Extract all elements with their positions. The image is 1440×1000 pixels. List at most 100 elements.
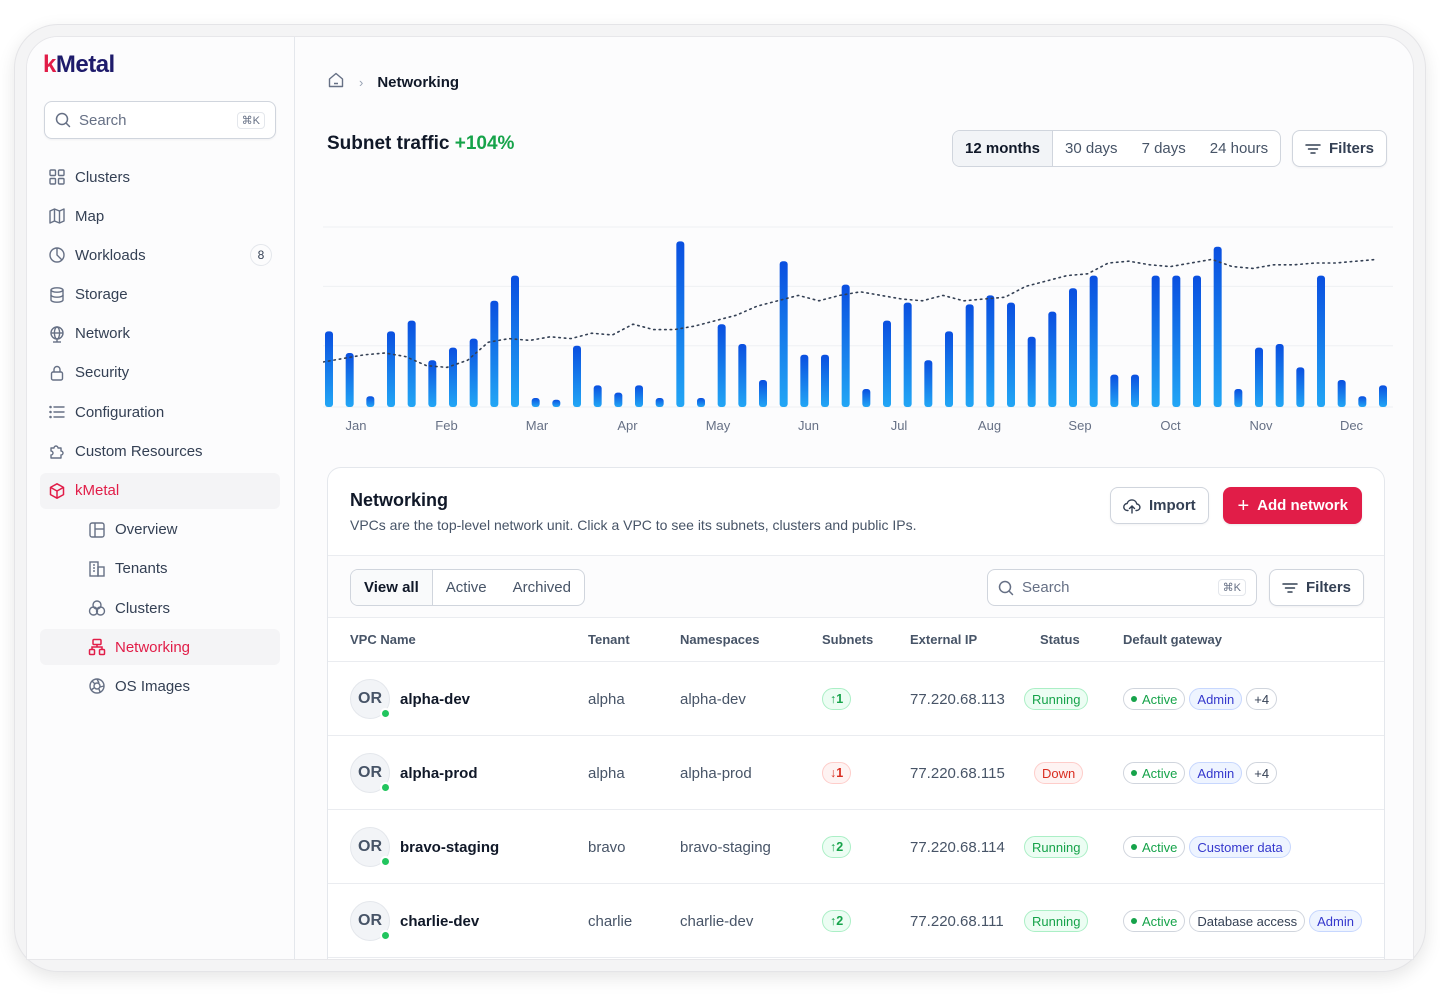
chart-bar[interactable]	[717, 324, 726, 407]
table-row[interactable]: OR bravo-staging bravo bravo-staging ↑ 2 77.22…	[328, 810, 1384, 884]
sidebar-item-configuration[interactable]: Configuration	[40, 394, 280, 430]
vpc-name[interactable]: bravo-staging	[400, 838, 500, 856]
chart-bar[interactable]	[1151, 275, 1160, 407]
chart-bar[interactable]	[1069, 288, 1077, 407]
chart-bar[interactable]	[759, 380, 767, 407]
chart-bar[interactable]	[552, 399, 561, 407]
chart-bar[interactable]	[1007, 302, 1015, 407]
chart-bar[interactable]	[655, 398, 664, 407]
chart-bar[interactable]	[366, 396, 375, 407]
column-header-default-gateway[interactable]: Default gateway	[1123, 632, 1222, 647]
add-network-button[interactable]: + Add network	[1223, 487, 1362, 524]
column-header-tenant[interactable]: Tenant	[588, 632, 630, 647]
chart-bar[interactable]	[697, 398, 705, 407]
chart-bar[interactable]	[862, 389, 871, 407]
chart-bar[interactable]	[614, 392, 623, 407]
chart-bar[interactable]	[635, 385, 643, 407]
home-icon[interactable]	[327, 71, 345, 93]
column-header-namespaces[interactable]: Namespaces	[680, 632, 760, 647]
range-30-days[interactable]: 30 days	[1065, 140, 1118, 157]
tab-active[interactable]: Active	[445, 579, 487, 596]
range-24-hours[interactable]: 24 hours	[1209, 140, 1269, 157]
sidebar-subitem-networking[interactable]: Networking	[40, 629, 280, 666]
sidebar-subitem-clusters[interactable]: Clusters	[40, 590, 280, 626]
chart-bar[interactable]	[1048, 311, 1057, 407]
chart-bar[interactable]	[1337, 380, 1346, 407]
chart-bar[interactable]	[1027, 336, 1036, 407]
chart-bar[interactable]	[428, 360, 437, 407]
sidebar-item-kmetal[interactable]: kMetal	[40, 472, 280, 509]
chart-bar[interactable]	[1172, 275, 1181, 407]
chart-bar[interactable]	[407, 320, 416, 407]
table-row[interactable]: OR alpha-dev alpha alpha-dev ↑ 1 77.220.68.113…	[328, 662, 1384, 736]
chart-bar[interactable]	[1296, 367, 1305, 407]
chart-bar[interactable]	[1234, 389, 1243, 407]
chart-bar[interactable]	[800, 354, 809, 407]
chart-bar[interactable]	[986, 295, 995, 407]
column-header-external-ip[interactable]: External IP	[910, 632, 978, 647]
chart-bar[interactable]	[924, 360, 933, 407]
chart-bar[interactable]	[1379, 385, 1387, 407]
chart-bar[interactable]	[387, 331, 395, 407]
column-header-status[interactable]: Status	[1040, 632, 1080, 647]
chart-bar[interactable]	[325, 331, 333, 407]
chart-bar[interactable]	[738, 344, 747, 407]
sidebar-item-map[interactable]: Map	[40, 198, 280, 234]
chart-bar[interactable]	[449, 347, 457, 407]
chart-bar[interactable]	[945, 331, 953, 407]
sidebar-search-input[interactable]: Search ⌘K	[44, 101, 276, 139]
column-header-vpc-name[interactable]: VPC Name	[350, 632, 416, 647]
chart-bar[interactable]	[1358, 396, 1367, 407]
sidebar-item-security[interactable]: Security	[40, 355, 280, 391]
chart-bar[interactable]	[903, 302, 912, 407]
chart-bar[interactable]	[1275, 344, 1284, 407]
sidebar-subitem-os-images[interactable]: OS Images	[40, 668, 280, 704]
sidebar-item-network[interactable]: Network	[40, 316, 280, 352]
chart-filters-button[interactable]: Filters	[1292, 130, 1388, 167]
column-header-subnets[interactable]: Subnets	[822, 632, 874, 647]
chart-bar[interactable]	[490, 300, 499, 407]
chart-bar[interactable]	[1255, 347, 1263, 407]
tab-archived[interactable]: Archived	[512, 579, 571, 596]
sidebar-subitem-overview[interactable]: Overview	[40, 512, 280, 548]
chart-bar[interactable]	[779, 261, 788, 407]
chart-bar[interactable]	[573, 345, 581, 407]
chart-bar[interactable]	[469, 338, 478, 407]
sidebar-item-custom-resources[interactable]: Custom Resources	[40, 433, 280, 469]
chart-bar[interactable]	[676, 241, 685, 407]
kmetal-logo[interactable]: kMetal	[43, 51, 115, 78]
chart-bar[interactable]	[1317, 275, 1325, 407]
table-header: VPC Name Tenant Namespaces Subnets Exter…	[328, 618, 1384, 662]
chart-bar[interactable]	[345, 353, 354, 407]
gateway-tag: Active	[1123, 688, 1186, 710]
chart-bar[interactable]	[965, 304, 974, 407]
table-filters-button[interactable]: Filters	[1269, 569, 1365, 606]
sidebar-item-storage[interactable]: Storage	[40, 277, 280, 313]
range-12-months[interactable]: 12 months	[953, 131, 1054, 166]
chart-bar[interactable]	[883, 320, 891, 407]
range-7-days[interactable]: 7 days	[1141, 140, 1186, 157]
chart-bar[interactable]	[1193, 275, 1201, 407]
chart-bar[interactable]	[531, 398, 540, 407]
table-row[interactable]: OR charlie-dev charlie charlie-dev ↑ 2 77.220.…	[328, 884, 1384, 958]
sidebar-subitem-tenants[interactable]: Tenants	[40, 551, 280, 587]
chart-bar[interactable]	[1131, 374, 1139, 407]
sidebar-item-clusters[interactable]: Clusters	[40, 159, 280, 195]
sidebar-item-workloads[interactable]: Workloads 8	[40, 237, 280, 273]
chart-bar[interactable]	[1213, 246, 1222, 407]
vpc-name[interactable]: alpha-prod	[400, 764, 478, 782]
time-range-selector: 12 months 30 days 7 days 24 hours	[952, 130, 1282, 167]
chart-bar[interactable]	[1089, 275, 1098, 407]
vpc-name[interactable]: charlie-dev	[400, 912, 480, 930]
vpc-name[interactable]: alpha-dev	[400, 690, 471, 708]
chart-bar[interactable]	[841, 284, 850, 407]
table-search-input[interactable]: Search ⌘K	[987, 569, 1257, 606]
chart-bar[interactable]	[593, 385, 602, 407]
import-button[interactable]: Import	[1110, 487, 1209, 524]
chart-bar[interactable]	[511, 275, 519, 407]
chart-bar[interactable]	[821, 354, 829, 407]
chart-bar[interactable]	[1110, 374, 1119, 407]
table-row[interactable]: OR alpha-prod alpha alpha-prod ↓ 1 77.220.68.1…	[328, 736, 1384, 810]
import-label: Import	[1149, 497, 1196, 514]
tab-view-all[interactable]: View all	[351, 570, 433, 605]
